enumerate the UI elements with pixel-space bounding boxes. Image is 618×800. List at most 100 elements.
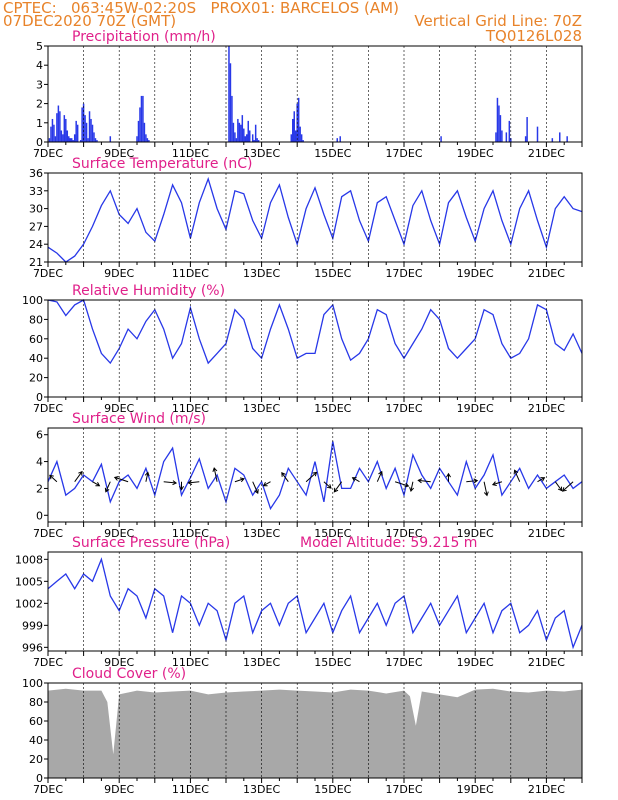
precip-bar <box>336 138 338 142</box>
precip-bar <box>244 136 247 142</box>
precip-bar <box>526 117 528 142</box>
precip-bar <box>566 136 568 142</box>
x-tick-label: 9DEC <box>104 783 134 796</box>
y-tick-label: 30 <box>29 203 43 216</box>
wind-arrow <box>394 481 409 487</box>
x-tick-label: 11DEC <box>172 527 209 540</box>
panel-frame <box>47 45 583 143</box>
precip-bar <box>51 118 54 142</box>
precip-bar <box>73 134 76 142</box>
wind-arrow-head <box>212 467 218 472</box>
wind-arrow-head <box>333 487 339 493</box>
precip-bar <box>50 126 52 142</box>
y-tick-label: 100 <box>22 677 43 690</box>
precip-bar <box>232 122 235 142</box>
wind-arrow <box>418 479 431 483</box>
x-tick-label: 9DEC <box>104 656 134 669</box>
x-tick-label: 7DEC <box>33 783 63 796</box>
precip-bar <box>75 120 77 142</box>
precip-bar <box>234 132 236 142</box>
wind-arrow-head <box>513 469 519 475</box>
wind-arrow-head <box>540 477 546 482</box>
x-tick-label: 21DEC <box>528 147 565 160</box>
wind-arrow-head <box>561 487 567 492</box>
precip-bar <box>302 140 304 142</box>
header-station-line: CPTEC: 063:45W-02:20S PROX01: BARCELOS (… <box>3 0 399 17</box>
x-tick-label: 17DEC <box>385 527 422 540</box>
wind-arrow <box>562 481 574 492</box>
precip-bar <box>248 130 251 142</box>
wind-arrow-head <box>113 475 119 481</box>
series-line-1 <box>47 176 583 263</box>
x-tick-label: 11DEC <box>172 402 209 415</box>
wind-arrow <box>323 481 332 489</box>
precip-bar <box>57 105 60 142</box>
precip-bar <box>66 130 69 142</box>
precip-bar <box>257 140 260 142</box>
precip-bar <box>229 63 232 142</box>
precip-bar <box>79 140 82 142</box>
wind-arrow <box>305 471 317 483</box>
precip-bar <box>536 126 539 142</box>
wind-arrow-head <box>378 470 383 476</box>
wind-arrow-head <box>179 486 184 491</box>
precip-bar <box>54 136 57 142</box>
wind-arrow-head <box>491 481 497 487</box>
precip-bar <box>63 115 66 142</box>
panel-3: 0 2 4 6 7DEC 9DEC 11DEC 13DEC 15DEC 17DEC 19DEC 21D… <box>33 411 583 540</box>
wind-arrow <box>163 481 177 484</box>
precip-bar <box>146 138 149 142</box>
y-tick-label: 0 <box>36 136 43 149</box>
x-tick-label: 19DEC <box>457 402 494 415</box>
precip-bar <box>508 120 511 142</box>
cloud-cover-area <box>48 688 582 778</box>
precip-bar <box>440 136 442 142</box>
y-tick-label: 4 <box>36 59 43 72</box>
wind-arrow <box>234 478 245 483</box>
precip-bar <box>94 138 97 142</box>
wind-arrow <box>74 471 83 483</box>
x-tick-label: 9DEC <box>104 147 134 160</box>
precip-bar <box>140 95 143 142</box>
precip-bar <box>243 128 245 142</box>
precip-bar <box>524 136 527 142</box>
y-tick-label: 40 <box>29 352 43 365</box>
series-line-2 <box>47 299 583 365</box>
precip-bar <box>498 105 500 142</box>
precip-bar <box>247 120 249 142</box>
precip-bar <box>235 138 238 142</box>
wind-arrow-head <box>326 484 332 489</box>
wind-arrow-head <box>417 478 423 484</box>
precip-bar <box>60 130 63 142</box>
y-tick-label: 100 <box>22 294 43 307</box>
panel-title: Surface Temperature (nC) <box>72 156 253 172</box>
x-tick-label: 21DEC <box>528 783 565 796</box>
x-tick-label: 7DEC <box>33 402 63 415</box>
x-tick-label: 9DEC <box>104 402 134 415</box>
x-tick-label: 15DEC <box>314 267 351 280</box>
y-tick-label: 5 <box>36 40 43 53</box>
precip-bar <box>251 134 254 142</box>
wind-arrow <box>145 472 149 482</box>
header-grid-line-note: Vertical Grid Line: 70Z <box>414 12 582 30</box>
y-tick-label: 40 <box>29 734 43 747</box>
wind-arrow <box>514 470 521 482</box>
panel-4: 996 999 1002 1005 1008 7DEC 9DEC 11DEC 13DEC 15DE… <box>15 535 583 669</box>
x-tick-label: 17DEC <box>385 656 422 669</box>
precip-bar <box>76 124 79 142</box>
wind-arrow <box>492 481 503 486</box>
wind-arrow-head <box>557 486 563 492</box>
wind-arrow <box>263 481 271 487</box>
panel-1: 21 24 27 30 33 36 7DEC 9DEC 11DEC 13DEC 15DEC 17DEC… <box>29 156 583 280</box>
precip-bar <box>69 138 71 142</box>
x-tick-label: 7DEC <box>33 656 63 669</box>
x-tick-label: 11DEC <box>172 147 209 160</box>
x-tick-label: 19DEC <box>457 527 494 540</box>
wind-arrow-head <box>446 472 451 478</box>
y-tick-label: 60 <box>29 333 43 346</box>
wind-arrow-head <box>473 478 479 484</box>
precip-bar <box>254 124 257 142</box>
precip-bar <box>53 124 55 142</box>
precip-bar <box>59 111 61 142</box>
precip-bar <box>93 132 95 142</box>
